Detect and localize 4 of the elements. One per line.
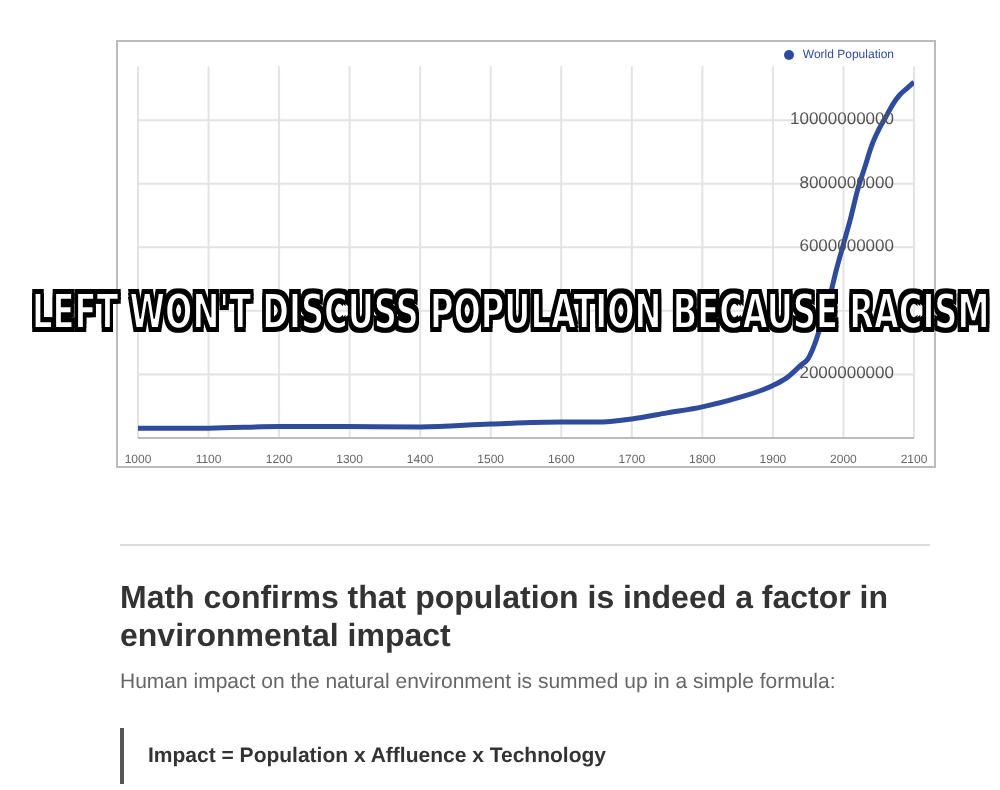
y-tick-label: 2000000000: [799, 362, 895, 383]
text: Impact = Population x Affluence x Technology: [120, 728, 606, 784]
text: Human impact on the natural environment is summed up in a simple formula:: [120, 670, 838, 694]
text: Math confirms that population is indeed a factor in environmental impact: [120, 580, 891, 656]
